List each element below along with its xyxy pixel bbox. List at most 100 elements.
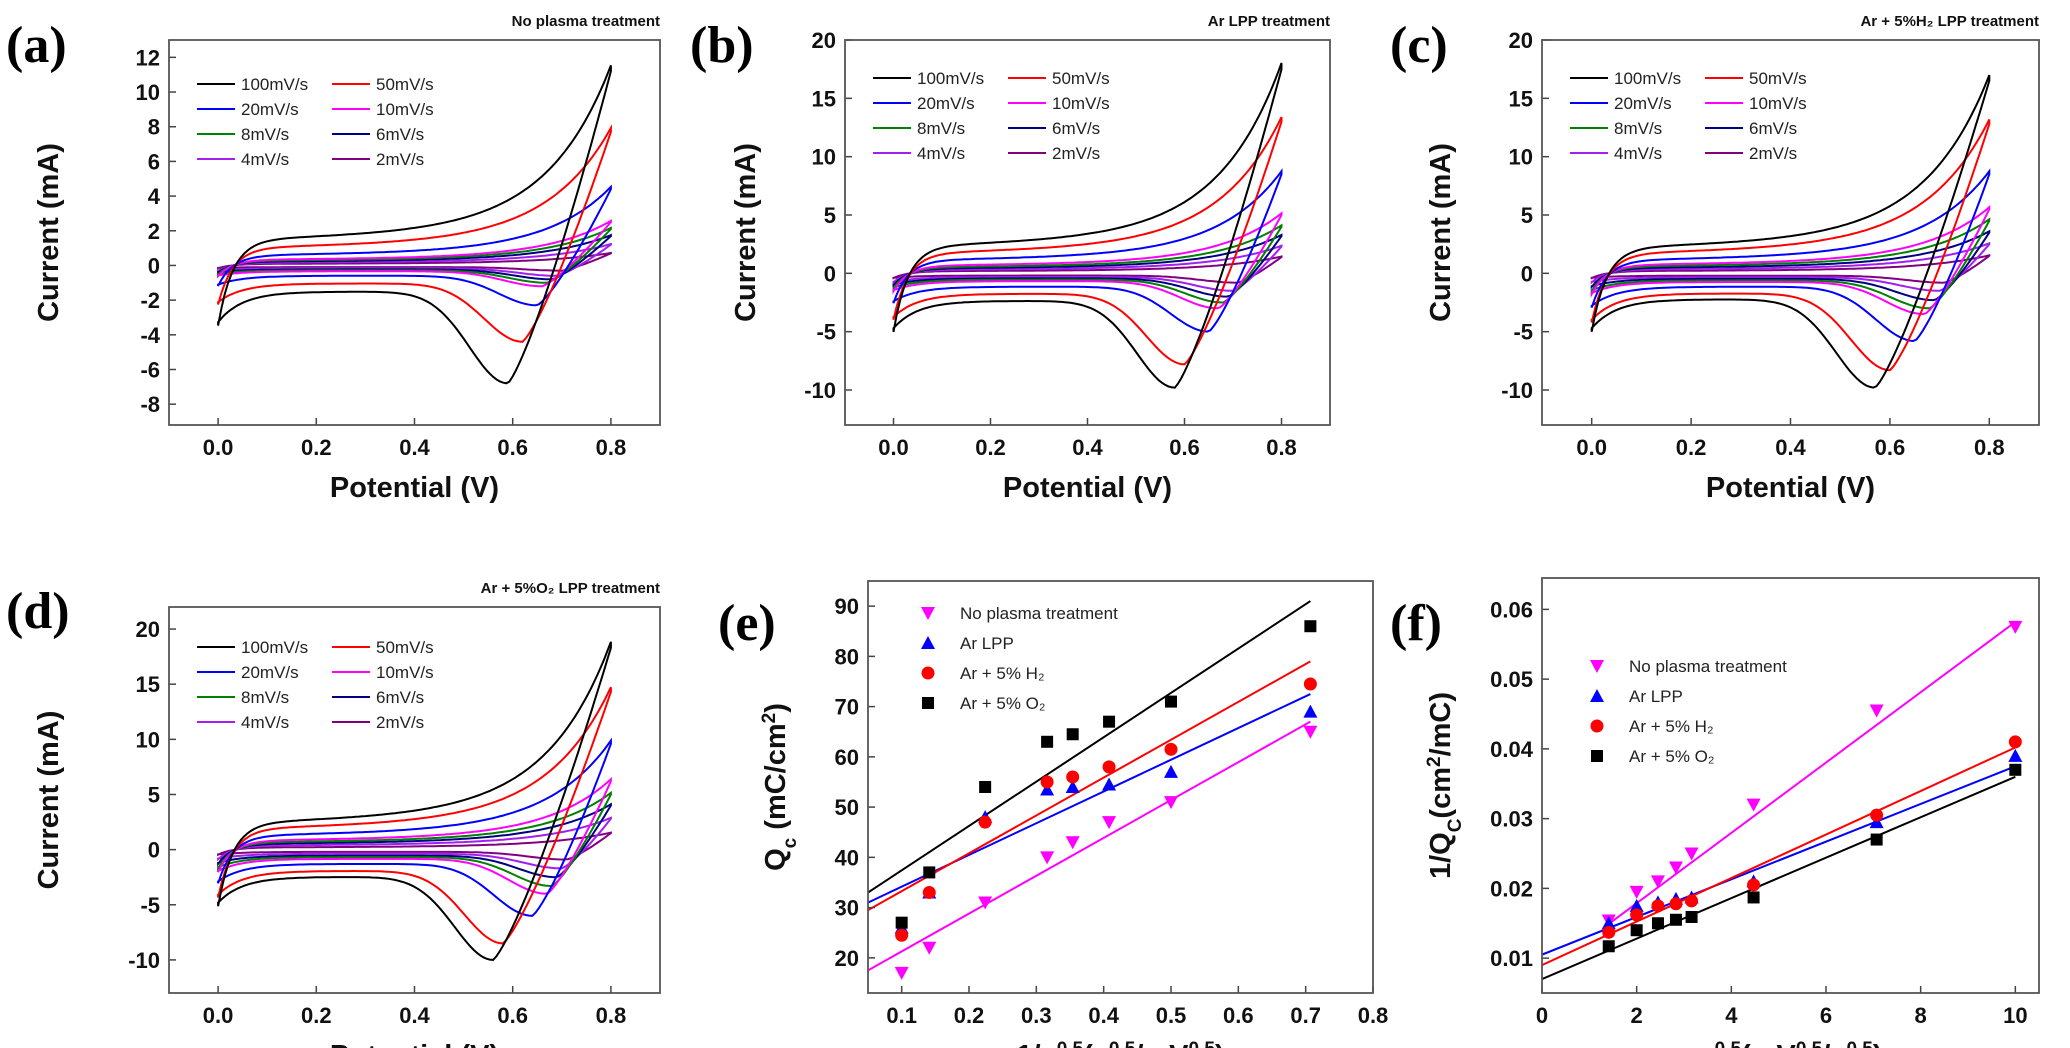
x-tick-label: 0.8 [1266, 435, 1297, 460]
cv-curve-2mV-s [217, 831, 612, 861]
legend-marker [921, 666, 935, 680]
legend-label: 10mV/s [376, 663, 434, 682]
y-tick-label: -5 [1513, 320, 1533, 345]
data-point [2008, 735, 2022, 749]
legend-label: 50mV/s [376, 638, 434, 657]
y-tick-label: 0.02 [1490, 876, 1533, 901]
cv-curve-20mV-s [217, 737, 612, 917]
y-tick-label: -2 [140, 288, 160, 313]
legend-label: Ar LPP [1629, 687, 1683, 706]
legend-marker [1590, 719, 1604, 733]
cv-curve-10mV-s [217, 776, 612, 895]
y-tick-label: 0.04 [1490, 737, 1534, 762]
data-point [2008, 620, 2023, 634]
legend-label: 100mV/s [241, 638, 308, 657]
cv-curve-50mV-s [217, 124, 612, 343]
data-point [1669, 913, 1682, 926]
data-point [1870, 808, 1884, 822]
panel-title: Ar + 5%O₂ LPP treatment [481, 580, 660, 597]
x-tick-label: 0.4 [399, 1003, 430, 1028]
x-axis-label: v0.5(mV0.5/s0.5) [1698, 1039, 1882, 1048]
data-point [1066, 770, 1080, 784]
y-tick-label: 0.03 [1490, 807, 1533, 832]
data-point [1040, 782, 1055, 796]
cv-curve-4mV-s [892, 244, 1283, 292]
x-axis-label: 1/v0.5(s0.5/mV0.5) [1016, 1039, 1224, 1048]
y-tick-label: -5 [816, 320, 836, 345]
data-point [1650, 875, 1665, 889]
x-tick-label: 0.4 [399, 435, 430, 460]
panel-f: (f) 0 2 4 6 8 10 0.01 0.02 0.03 0.04 0.05 0.06 v0.5(m… [1390, 577, 2040, 1048]
legend-label: 10mV/s [376, 100, 434, 119]
data-point [1685, 910, 1698, 923]
panel-c: (c) Ar + 5%H₂ LPP treatment 0.0 0.2 0.4 0.6 0.… [1390, 13, 2040, 504]
y-tick-label: -10 [1501, 378, 1533, 403]
fit-line [1542, 775, 2016, 980]
legend-label: Ar + 5% H₂ [1629, 717, 1714, 736]
y-tick-label: 30 [835, 896, 859, 921]
x-tick-label: 0.0 [878, 435, 909, 460]
cv-curve-4mV-s [1590, 241, 1991, 292]
x-tick-label: 6 [1820, 1003, 1832, 1028]
fit-line [868, 720, 1311, 972]
x-tick-label: 0.6 [1169, 435, 1200, 460]
data-point [894, 966, 909, 980]
x-tick-label: 8 [1915, 1003, 1927, 1028]
y-tick-label: 90 [835, 594, 859, 619]
cv-curve-4mV-s [217, 816, 612, 870]
y-tick-label: 20 [835, 946, 859, 971]
data-point [1303, 725, 1318, 739]
legend-label: 100mV/s [241, 75, 308, 94]
data-point [1602, 925, 1616, 939]
data-point [1066, 728, 1079, 741]
cv-curve-50mV-s [1590, 119, 1991, 372]
x-tick-label: 0.6 [1223, 1003, 1254, 1028]
data-point [1747, 878, 1761, 892]
y-tick-label: 10 [136, 80, 160, 105]
x-tick-label: 0.0 [1576, 435, 1607, 460]
y-tick-label: 12 [136, 45, 160, 70]
x-tick-label: 0.5 [1156, 1003, 1187, 1028]
y-tick-label: -8 [140, 392, 160, 417]
y-tick-label: -6 [140, 358, 160, 383]
data-point [1629, 885, 1644, 899]
legend-label: 8mV/s [1614, 119, 1662, 138]
data-point [1601, 916, 1616, 930]
fit-line [1608, 621, 2016, 925]
panel-label: (f) [1390, 595, 1442, 652]
data-point [895, 928, 909, 942]
legend-label: 6mV/s [376, 125, 424, 144]
data-point [1102, 777, 1117, 791]
legend-label: 4mV/s [241, 713, 289, 732]
plot-frame [1541, 577, 2040, 994]
x-axis-label: Potential (V) [1706, 472, 1875, 504]
legend-label: 2mV/s [376, 713, 424, 732]
x-tick-label: 10 [2003, 1003, 2027, 1028]
data-point [1065, 780, 1080, 793]
data-point [1041, 735, 1054, 748]
y-tick-label: 4 [148, 184, 161, 209]
legend-label: 20mV/s [241, 663, 299, 682]
y-tick-label: 10 [812, 145, 836, 170]
cv-curve-100mV-s [892, 62, 1283, 389]
y-tick-label: 5 [1521, 203, 1533, 228]
cv-curve-100mV-s [217, 65, 612, 385]
data-point [923, 866, 936, 879]
panel-label: (e) [718, 595, 776, 652]
x-tick-label: 0.2 [954, 1003, 985, 1028]
x-tick-label: 0.8 [1974, 435, 2005, 460]
y-tick-label: 20 [136, 617, 160, 642]
fit-line [1542, 765, 2016, 956]
x-tick-label: 2 [1631, 1003, 1643, 1028]
panel-label: (a) [6, 17, 67, 74]
plot-frame [844, 39, 1331, 426]
fit-line [868, 660, 1311, 911]
x-tick-label: 0.3 [1021, 1003, 1052, 1028]
y-tick-label: 50 [835, 795, 859, 820]
panel-label: (c) [1390, 17, 1448, 74]
cv-curve-4mV-s [217, 242, 612, 277]
panel-a: (a) No plasma treatment 0.0 0.2 0.4 0.6 0.8 -8 -… [6, 13, 661, 504]
legend-label: 4mV/s [241, 150, 289, 169]
data-point [922, 941, 937, 955]
data-point [978, 815, 992, 829]
